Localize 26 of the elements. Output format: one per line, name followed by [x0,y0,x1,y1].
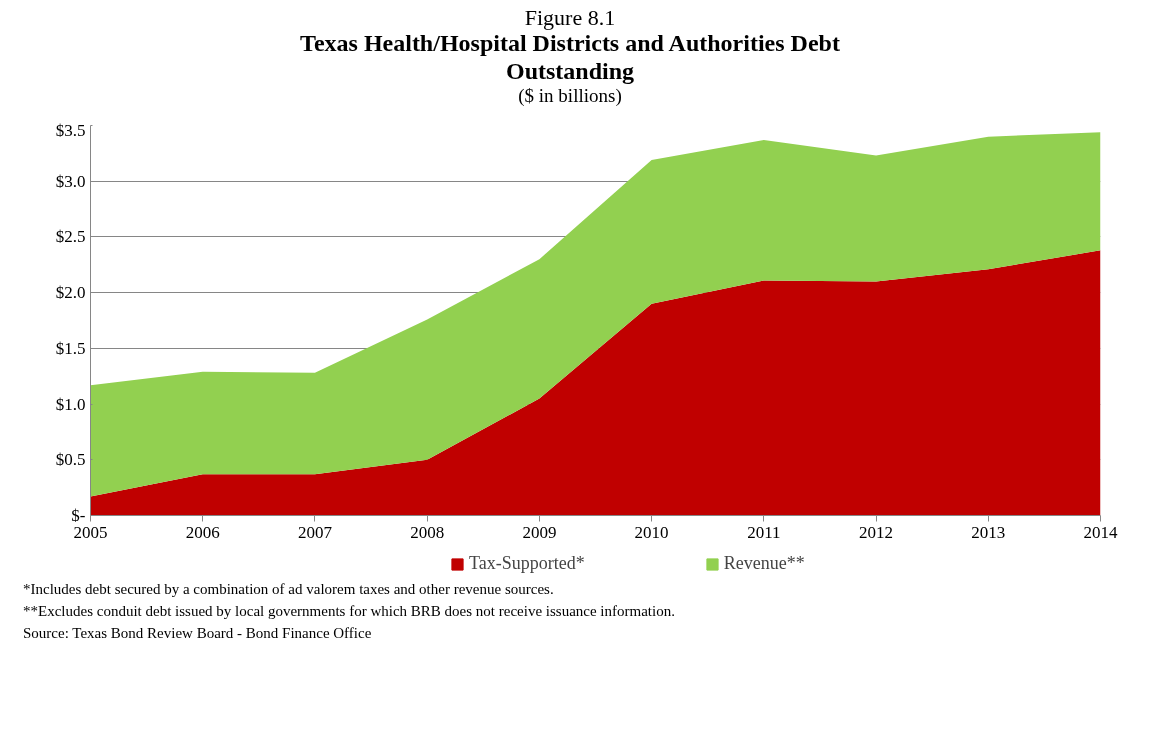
text: *Includes debt secured by a combination of ad valorem taxes and other revenue sources. [23,580,555,599]
y-tick-label: $- [71,506,86,525]
chart-subtitle: ($ in billions) [517,85,623,108]
source-note: Source: Texas Bond Review Board - Bond Finance Office [23,623,373,643]
y-tick-label: $2.0 [55,283,86,303]
caption: Figure 8.1 [523,5,617,31]
x-tick-label: 2006 [185,522,220,542]
x-tick-label: 2005 [73,522,108,542]
x-tick-label: 2011 [747,522,781,542]
y-tick-label: $0.5 [55,450,86,470]
x-tick-label: 2007 [297,522,333,542]
y-tick-label: $2.5 [55,227,86,247]
legend-label: Revenue** [723,553,805,574]
x-tick-label: 2009 [522,522,557,542]
y-tick-label: $3.0 [55,171,86,191]
legend-label: Tax-Supported* [469,553,585,574]
x-tick-label: 2010 [634,522,669,542]
chart-title: Texas Health/Hospital Districts and Authorities Debt Outstanding [299,30,841,86]
y-tick-label: $1.5 [55,338,86,358]
text: **Excludes conduit debt issued by local governments for which BRB does not receive issuance information. [23,601,675,621]
x-tick-label: 2008 [410,522,445,542]
x-tick-label: 2013 [971,522,1006,542]
x-tick-label: 2012 [859,522,894,542]
y-tick-label: $1.0 [55,394,86,414]
y-tick-label: $3.5 [55,120,86,140]
x-tick-label: 2014 [1083,522,1118,542]
